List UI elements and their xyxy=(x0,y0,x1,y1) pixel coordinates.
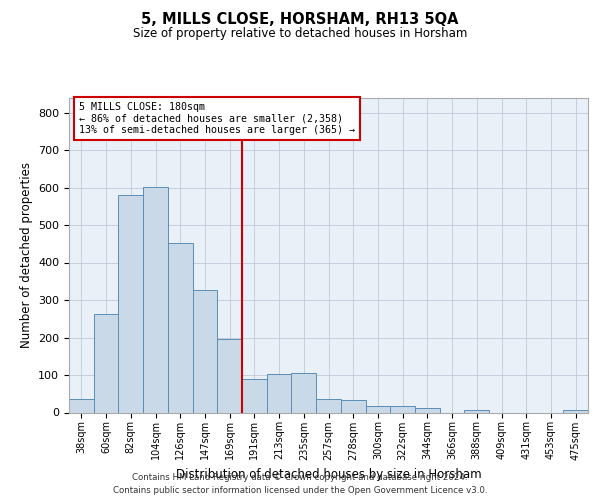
Bar xyxy=(242,379,267,412)
Bar xyxy=(464,410,489,412)
Bar xyxy=(143,186,168,412)
Bar xyxy=(316,398,341,412)
Bar xyxy=(341,400,365,412)
Bar xyxy=(415,408,440,412)
Bar xyxy=(217,338,242,412)
Bar xyxy=(365,406,390,412)
Bar xyxy=(563,410,588,412)
X-axis label: Distribution of detached houses by size in Horsham: Distribution of detached houses by size … xyxy=(176,468,481,481)
Bar xyxy=(390,406,415,412)
Bar xyxy=(94,314,118,412)
Text: Contains HM Land Registry data © Crown copyright and database right 2024.
Contai: Contains HM Land Registry data © Crown c… xyxy=(113,474,487,495)
Text: 5 MILLS CLOSE: 180sqm
← 86% of detached houses are smaller (2,358)
13% of semi-d: 5 MILLS CLOSE: 180sqm ← 86% of detached … xyxy=(79,102,355,136)
Bar xyxy=(168,243,193,412)
Bar xyxy=(118,195,143,412)
Text: 5, MILLS CLOSE, HORSHAM, RH13 5QA: 5, MILLS CLOSE, HORSHAM, RH13 5QA xyxy=(141,12,459,28)
Bar xyxy=(193,290,217,412)
Text: Size of property relative to detached houses in Horsham: Size of property relative to detached ho… xyxy=(133,28,467,40)
Y-axis label: Number of detached properties: Number of detached properties xyxy=(20,162,32,348)
Bar xyxy=(267,374,292,412)
Bar xyxy=(292,373,316,412)
Bar xyxy=(69,398,94,412)
